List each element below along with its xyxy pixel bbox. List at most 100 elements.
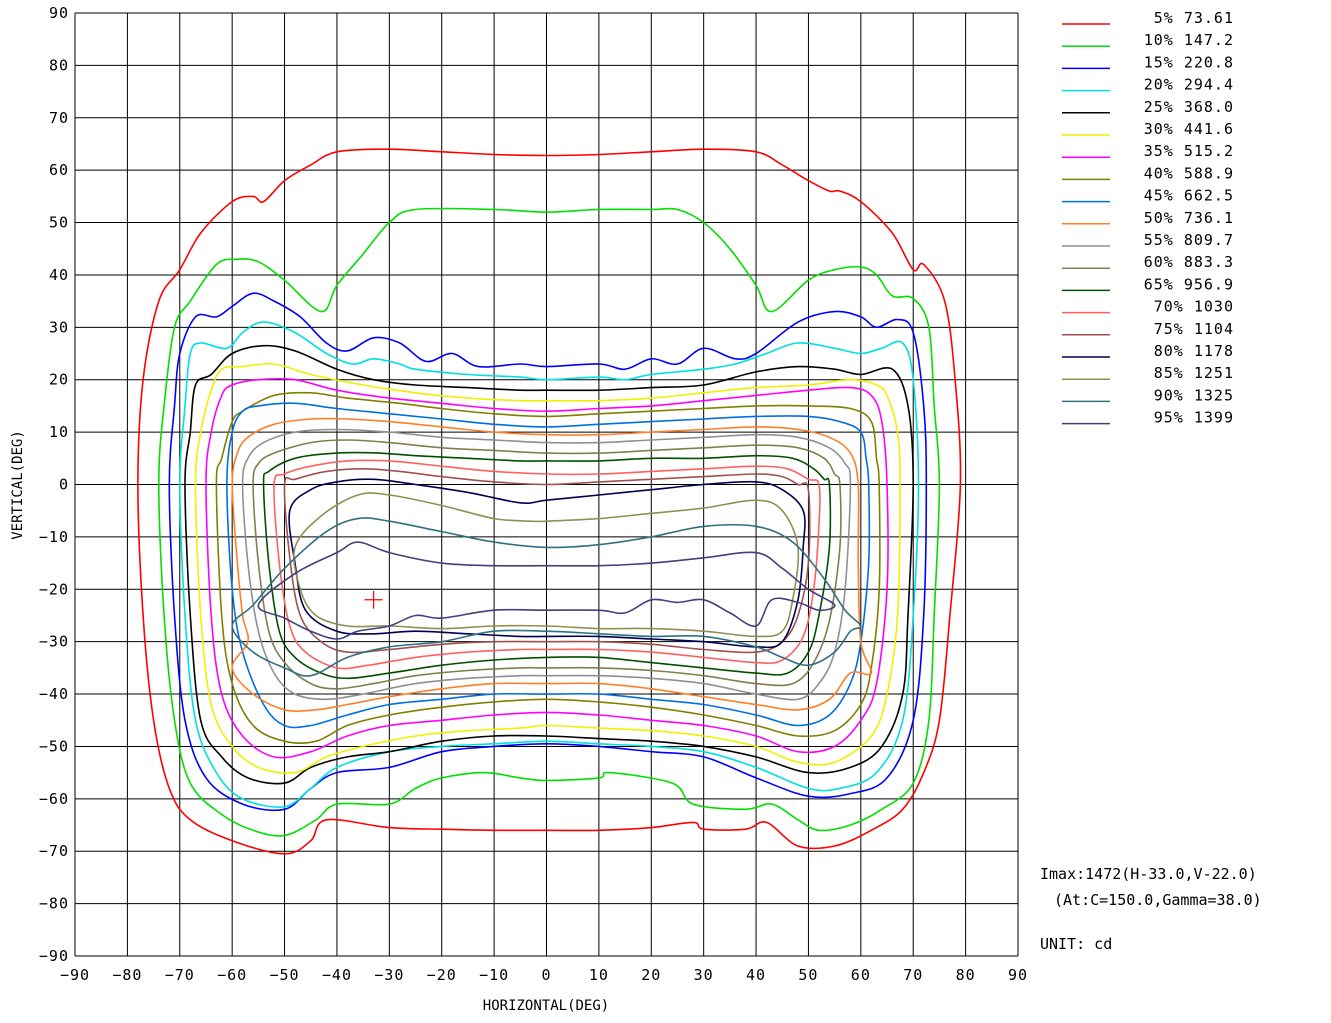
legend-label: 95% 1399	[1154, 409, 1234, 427]
x-tick-label: −50	[270, 966, 300, 984]
peak-marker-layer	[364, 590, 383, 609]
x-tick-label: 40	[746, 966, 766, 984]
legend-label: 5% 73.61	[1154, 9, 1234, 27]
contour-lines	[137, 148, 962, 855]
legend-item: 60% 883.3	[1062, 253, 1234, 271]
x-tick-label: 30	[694, 966, 714, 984]
legend-label: 25% 368.0	[1144, 98, 1234, 116]
legend-item: 15% 220.8	[1062, 53, 1234, 71]
legend-label: 75% 1104	[1154, 320, 1234, 338]
y-axis-label: VERTICAL(DEG)	[10, 430, 26, 540]
legend-item: 10% 147.2	[1062, 31, 1234, 49]
legend-item: 30% 441.6	[1062, 120, 1233, 138]
legend-item: 50% 736.1	[1062, 209, 1234, 227]
x-tick-label: −70	[165, 966, 195, 984]
contour-line-17	[293, 492, 800, 638]
legend-item: 20% 294.4	[1062, 76, 1234, 94]
legend-item: 95% 1399	[1062, 409, 1234, 427]
y-tick-label: 60	[49, 161, 69, 179]
x-axis-label: HORIZONTAL(DEG)	[483, 998, 609, 1014]
contour-line-16	[288, 478, 806, 649]
legend-label: 45% 662.5	[1144, 187, 1234, 205]
legend-item: 75% 1104	[1062, 320, 1234, 338]
contour-line-1	[137, 148, 962, 855]
x-tick-label: −10	[479, 966, 509, 984]
legend-item: 35% 515.2	[1062, 142, 1234, 160]
y-tick-label: −50	[39, 737, 69, 755]
contour-line-18	[231, 517, 862, 677]
x-tick-label: 50	[798, 966, 818, 984]
y-tick-label: 20	[49, 371, 69, 389]
legend-label: 55% 809.7	[1144, 231, 1234, 249]
legend-label: 90% 1325	[1154, 386, 1234, 404]
legend-item: 5% 73.61	[1062, 9, 1234, 27]
legend-item: 85% 1251	[1062, 364, 1234, 382]
y-tick-label: 30	[49, 318, 69, 336]
y-tick-label: 10	[49, 423, 69, 441]
contour-line-19	[257, 541, 836, 640]
legend-label: 85% 1251	[1154, 364, 1234, 382]
x-tick-label: 20	[641, 966, 661, 984]
legend-label: 20% 294.4	[1144, 76, 1234, 94]
legend-item: 45% 662.5	[1062, 187, 1234, 205]
x-tick-label: −90	[60, 966, 90, 984]
legend-label: 70% 1030	[1154, 298, 1234, 316]
unit-label: UNIT: cd	[1040, 935, 1112, 953]
x-tick-label: −60	[217, 966, 247, 984]
contour-line-11	[241, 428, 852, 701]
x-tick-label: −40	[322, 966, 352, 984]
y-tick-label: −80	[39, 895, 69, 913]
x-tick-label: −80	[112, 966, 142, 984]
y-tick-label: 0	[59, 476, 69, 494]
legend-label: 60% 883.3	[1144, 253, 1234, 271]
legend-label: 15% 220.8	[1144, 53, 1234, 71]
contour-line-14	[273, 459, 821, 670]
contour-line-7	[205, 377, 889, 759]
x-tick-label: 10	[589, 966, 609, 984]
x-tick-label: 80	[956, 966, 976, 984]
contour-line-8	[215, 391, 881, 744]
y-tick-label: 40	[49, 266, 69, 284]
tick-labels: −90 −80 −70 −60 −50 −40 −30 −20 −10 0 10 20 30 40 50 60…	[39, 4, 1028, 984]
legend-item: 65% 956.9	[1062, 275, 1234, 293]
x-tick-label: −30	[374, 966, 404, 984]
legend: 5% 73.61 10% 147.2 15% 220.8 20% 294.4 25% 3…	[1062, 9, 1234, 427]
y-tick-label: −40	[39, 685, 69, 703]
legend-item: 80% 1178	[1062, 342, 1234, 360]
x-tick-label: −20	[427, 966, 457, 984]
peak-intensity-marker	[364, 590, 383, 609]
y-tick-label: 80	[49, 56, 69, 74]
measurement-angle-info: (At:C=150.0,Gamma=38.0)	[1054, 891, 1262, 909]
contour-line-9	[226, 402, 871, 729]
contour-line-13	[262, 451, 832, 680]
y-tick-label: −90	[39, 947, 69, 965]
y-tick-label: −20	[39, 580, 69, 598]
legend-item: 90% 1325	[1062, 386, 1234, 404]
legend-item: 70% 1030	[1062, 298, 1234, 316]
legend-label: 40% 588.9	[1144, 164, 1234, 182]
x-tick-label: 70	[903, 966, 923, 984]
y-tick-label: −70	[39, 842, 69, 860]
contour-line-6	[194, 362, 901, 774]
x-tick-label: 60	[851, 966, 871, 984]
legend-label: 10% 147.2	[1144, 31, 1234, 49]
legend-item: 40% 588.9	[1062, 164, 1234, 182]
y-tick-label: −60	[39, 790, 69, 808]
legend-label: 35% 515.2	[1144, 142, 1234, 160]
legend-label: 50% 736.1	[1144, 209, 1234, 227]
contour-line-2	[158, 207, 941, 837]
legend-item: 25% 368.0	[1062, 98, 1234, 116]
contour-line-3	[168, 292, 928, 812]
x-tick-label: 90	[1008, 966, 1028, 984]
legend-label: 80% 1178	[1154, 342, 1234, 360]
y-tick-label: −10	[39, 528, 69, 546]
y-tick-label: 90	[49, 4, 69, 22]
x-tick-label: 0	[541, 966, 551, 984]
contour-line-10	[231, 417, 873, 712]
imax-info: Imax:1472(H-33.0,V-22.0)	[1040, 865, 1257, 883]
contour-line-5	[184, 344, 914, 785]
y-tick-label: 50	[49, 214, 69, 232]
legend-label: 65% 956.9	[1144, 275, 1234, 293]
y-tick-label: −30	[39, 633, 69, 651]
